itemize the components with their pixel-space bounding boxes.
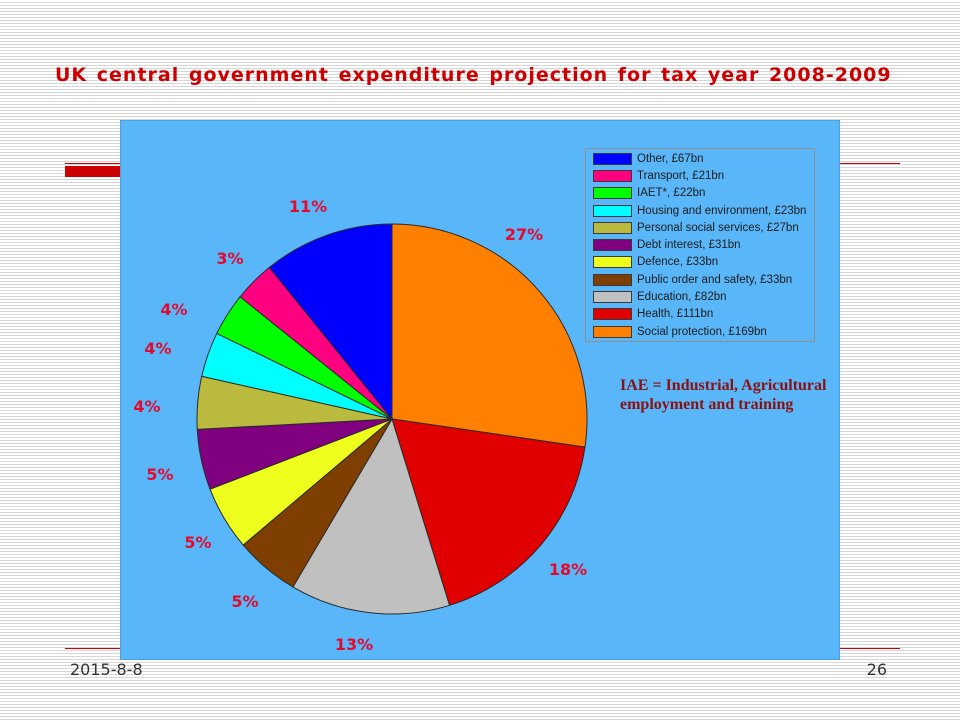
- legend-label-iaet: IAET*, £22bn: [637, 187, 706, 200]
- data-label-transport: 3%: [216, 249, 243, 268]
- legend-item-public-order-and-safety: Public order and safety, £33bn: [586, 271, 814, 288]
- pie-slice-social-protection: [391, 223, 588, 448]
- data-label-education: 13%: [335, 635, 373, 654]
- accent-bar: [65, 166, 125, 177]
- data-label-personal-social-services: 4%: [133, 397, 160, 416]
- legend-swatch-health: [593, 308, 632, 321]
- legend-swatch-transport: [593, 169, 632, 182]
- legend-swatch-personal-social-services: [593, 221, 632, 234]
- footer-date: 2015-8-8: [70, 660, 143, 679]
- legend-swatch-education: [593, 291, 632, 304]
- pie-slice-health: [391, 418, 586, 606]
- legend-label-personal-social-services: Personal social services, £27bn: [637, 221, 799, 234]
- legend-swatch-public-order-and-safety: [593, 273, 632, 286]
- legend-item-iaet: IAET*, £22bn: [586, 185, 814, 202]
- pie-slice-other: [268, 223, 393, 421]
- legend-label-housing-and-environment: Housing and environment, £23bn: [637, 204, 807, 217]
- legend-swatch-defence: [593, 256, 632, 269]
- pie-slices: [196, 223, 588, 615]
- legend-item-social-protection: Social protection, £169bn: [586, 323, 814, 340]
- data-label-health: 18%: [549, 560, 587, 579]
- data-label-iaet: 4%: [160, 300, 187, 319]
- legend-label-other: Other, £67bn: [637, 152, 704, 165]
- data-label-other: 11%: [289, 197, 327, 216]
- legend-item-debt-interest: Debt interest, £31bn: [586, 236, 814, 253]
- data-label-housing-and-environment: 4%: [144, 339, 171, 358]
- legend-label-health: Health, £111bn: [637, 308, 714, 321]
- legend-label-debt-interest: Debt interest, £31bn: [637, 239, 741, 252]
- annotation-line-2: employment and training: [620, 396, 794, 413]
- legend-label-transport: Transport, £21bn: [637, 169, 725, 182]
- data-label-public-order-and-safety: 5%: [231, 592, 258, 611]
- pie-chart: 27% 18% 13% 5% 5% 5% 4% 4% 4% 3% 11%: [133, 197, 588, 654]
- legend-label-public-order-and-safety: Public order and safety, £33bn: [637, 273, 793, 286]
- slide-title: UK central government expenditure projec…: [55, 64, 892, 86]
- legend-item-housing-and-environment: Housing and environment, £23bn: [586, 202, 814, 219]
- data-label-defence: 5%: [184, 533, 211, 552]
- chart-annotation: IAE = Industrial, Agricultural employmen…: [620, 376, 826, 414]
- legend-item-personal-social-services: Personal social services, £27bn: [586, 219, 814, 236]
- data-label-social-protection: 27%: [505, 225, 543, 244]
- legend-label-education: Education, £82bn: [637, 291, 727, 304]
- legend-swatch-debt-interest: [593, 239, 632, 252]
- page-number: 26: [866, 660, 887, 679]
- legend-label-defence: Defence, £33bn: [637, 256, 719, 269]
- legend-item-health: Health, £111bn: [586, 306, 814, 323]
- annotation-line-1: IAE = Industrial, Agricultural: [620, 377, 827, 394]
- pie-slice-education: [292, 417, 451, 615]
- legend-swatch-housing-and-environment: [593, 204, 632, 217]
- chart-legend: Other, £67bn Transport, £21bn IAET*, £22…: [585, 148, 815, 342]
- legend-item-other: Other, £67bn: [586, 150, 814, 167]
- data-label-debt-interest: 5%: [146, 465, 173, 484]
- pie-data-labels: 27% 18% 13% 5% 5% 5% 4% 4% 4% 3% 11%: [133, 197, 587, 654]
- legend-swatch-iaet: [593, 187, 632, 200]
- chart-panel: 27% 18% 13% 5% 5% 5% 4% 4% 4% 3% 11% Other, £67bn …: [120, 120, 840, 660]
- legend-swatch-other: [593, 152, 632, 165]
- legend-item-education: Education, £82bn: [586, 288, 814, 305]
- legend-label-social-protection: Social protection, £169bn: [637, 325, 767, 338]
- legend-item-defence: Defence, £33bn: [586, 254, 814, 271]
- legend-item-transport: Transport, £21bn: [586, 167, 814, 184]
- legend-swatch-social-protection: [593, 325, 632, 338]
